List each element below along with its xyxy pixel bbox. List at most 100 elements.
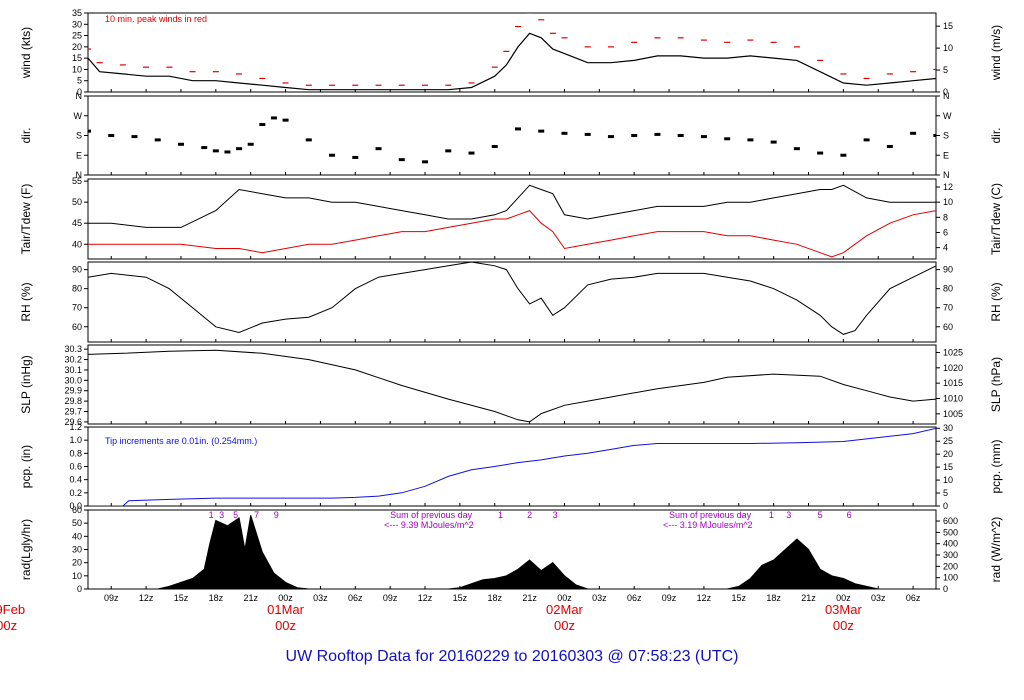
xtick-label: 12z — [697, 593, 712, 603]
plot-area-pcp — [88, 427, 936, 506]
ytick-label-right: 1015 — [943, 378, 963, 388]
xtick-label: 18z — [487, 593, 502, 603]
xtick-label: 21z — [243, 593, 258, 603]
ytick-label-left: 10 — [72, 64, 82, 74]
ytick-label-left: 40 — [72, 239, 82, 249]
rad-note: Sum of previous day — [390, 510, 473, 520]
ytick-label-right: 1005 — [943, 409, 963, 419]
date-label: 03Mar — [825, 602, 863, 617]
xtick-label: 03z — [592, 593, 607, 603]
ytick-label-left: 45 — [72, 218, 82, 228]
ytick-label-left: 29.8 — [64, 396, 82, 406]
rad-hour-label: 1 — [209, 510, 214, 520]
ytick-label-left: 20 — [72, 42, 82, 52]
ylabel-left-rh: RH (%) — [19, 282, 33, 321]
xtick-label: 00z — [557, 593, 572, 603]
ytick-label-right: 90 — [943, 265, 953, 275]
rad-hour-label: 3 — [786, 510, 791, 520]
pcp-annotation: Tip increments are 0.01in. (0.254mm.) — [105, 436, 257, 446]
xtick-label: 12z — [418, 593, 433, 603]
ytick-label-left: 40 — [72, 531, 82, 541]
ytick-label-left: E — [76, 150, 82, 160]
xtick-label: 06z — [348, 593, 363, 603]
rad-hour-label: 5 — [233, 510, 238, 520]
series-line-slp — [88, 349, 936, 423]
plot-area-wind — [88, 13, 936, 91]
xtick-label: 06z — [906, 593, 921, 603]
ylabel-left-slp: SLP (inHg) — [19, 355, 33, 413]
rad-hour-label: 9 — [274, 510, 279, 520]
panel-frame-dir — [87, 95, 937, 176]
xtick-label: 12z — [139, 593, 154, 603]
ytick-label-right: 30 — [943, 423, 953, 433]
xtick-label: 09z — [104, 593, 119, 603]
chart-title: UW Rooftop Data for 20160229 to 20160303… — [285, 648, 739, 665]
ytick-label-left: 29.9 — [64, 386, 82, 396]
ylabel-left-rad: rad(Lgly/hr) — [19, 519, 33, 580]
xtick-label: 00z — [278, 593, 293, 603]
ytick-label-left: 0 — [77, 87, 82, 97]
rad-hour-label: 1 — [769, 510, 774, 520]
ytick-label-right: N — [943, 170, 950, 180]
series-line-rh — [88, 262, 936, 335]
rad-note: Sum of previous day — [669, 510, 752, 520]
ytick-label-right: 0 — [943, 584, 948, 594]
ytick-label-left: 80 — [72, 284, 82, 294]
ylabel-left-dir: dir. — [19, 127, 33, 143]
xtick-label: 15z — [174, 593, 189, 603]
rad-hour-label: 1 — [498, 510, 503, 520]
ylabel-right-wind: wind (m/s) — [989, 25, 1003, 81]
ytick-label-left: 0.8 — [69, 448, 82, 458]
ytick-label-left: 25 — [72, 31, 82, 41]
ytick-label-right: S — [943, 131, 949, 141]
ytick-label-left: 70 — [72, 303, 82, 313]
wind-annotation: 10 min. peak winds in red — [105, 14, 207, 24]
xtick-label: 21z — [522, 593, 537, 603]
panel-frame-slp — [87, 344, 937, 425]
ytick-label-right: 300 — [943, 550, 958, 560]
plot-area-rh — [88, 262, 936, 335]
ytick-label-right: 6 — [943, 227, 948, 237]
ytick-label-left: 60 — [72, 322, 82, 332]
date-label: 01Mar — [267, 602, 305, 617]
ytick-label-right: 600 — [943, 516, 958, 526]
date-z-label: 00z — [275, 618, 296, 633]
ytick-label-left: 10 — [72, 571, 82, 581]
xtick-label: 06z — [627, 593, 642, 603]
xtick-label: 09z — [383, 593, 398, 603]
rad-hour-label: 3 — [553, 510, 558, 520]
ytick-label-left: 0.6 — [69, 462, 82, 472]
ytick-label-left: 30.2 — [64, 355, 82, 365]
ytick-label-right: 15 — [943, 21, 953, 31]
ytick-label-right: 1010 — [943, 394, 963, 404]
plot-area-dir — [88, 116, 936, 164]
plot-area-rad — [88, 515, 936, 589]
xtick-label: 03z — [313, 593, 328, 603]
ylabel-right-rad: rad (W/m^2) — [989, 517, 1003, 583]
date-z-label: 00z — [833, 618, 854, 633]
plot-area-temp — [88, 184, 936, 258]
rad-hour-label: 6 — [847, 510, 852, 520]
ytick-label-right: 500 — [943, 527, 958, 537]
ytick-label-left: 29.7 — [64, 407, 82, 417]
series-area-rad — [88, 515, 936, 589]
ytick-label-right: W — [943, 111, 952, 121]
ytick-label-right: 10 — [943, 475, 953, 485]
ytick-label-right: 12 — [943, 182, 953, 192]
ytick-label-right: 4 — [943, 243, 948, 253]
ytick-label-left: 90 — [72, 265, 82, 275]
rad-hour-label: 2 — [527, 510, 532, 520]
plot-area-slp — [88, 349, 936, 423]
rad-hour-label: 7 — [254, 510, 259, 520]
ytick-label-right: E — [943, 150, 949, 160]
ytick-label-right: 80 — [943, 284, 953, 294]
ylabel-right-slp: SLP (hPa) — [989, 357, 1003, 412]
ylabel-right-temp: Tair/Tdew (C) — [989, 183, 1003, 255]
ytick-label-right: 100 — [943, 573, 958, 583]
ytick-label-left: W — [74, 111, 83, 121]
ytick-label-left: 1.2 — [69, 422, 82, 432]
panel-frame-wind — [87, 12, 937, 93]
series-line-tair — [88, 184, 936, 228]
ytick-label-right: N — [943, 91, 950, 101]
